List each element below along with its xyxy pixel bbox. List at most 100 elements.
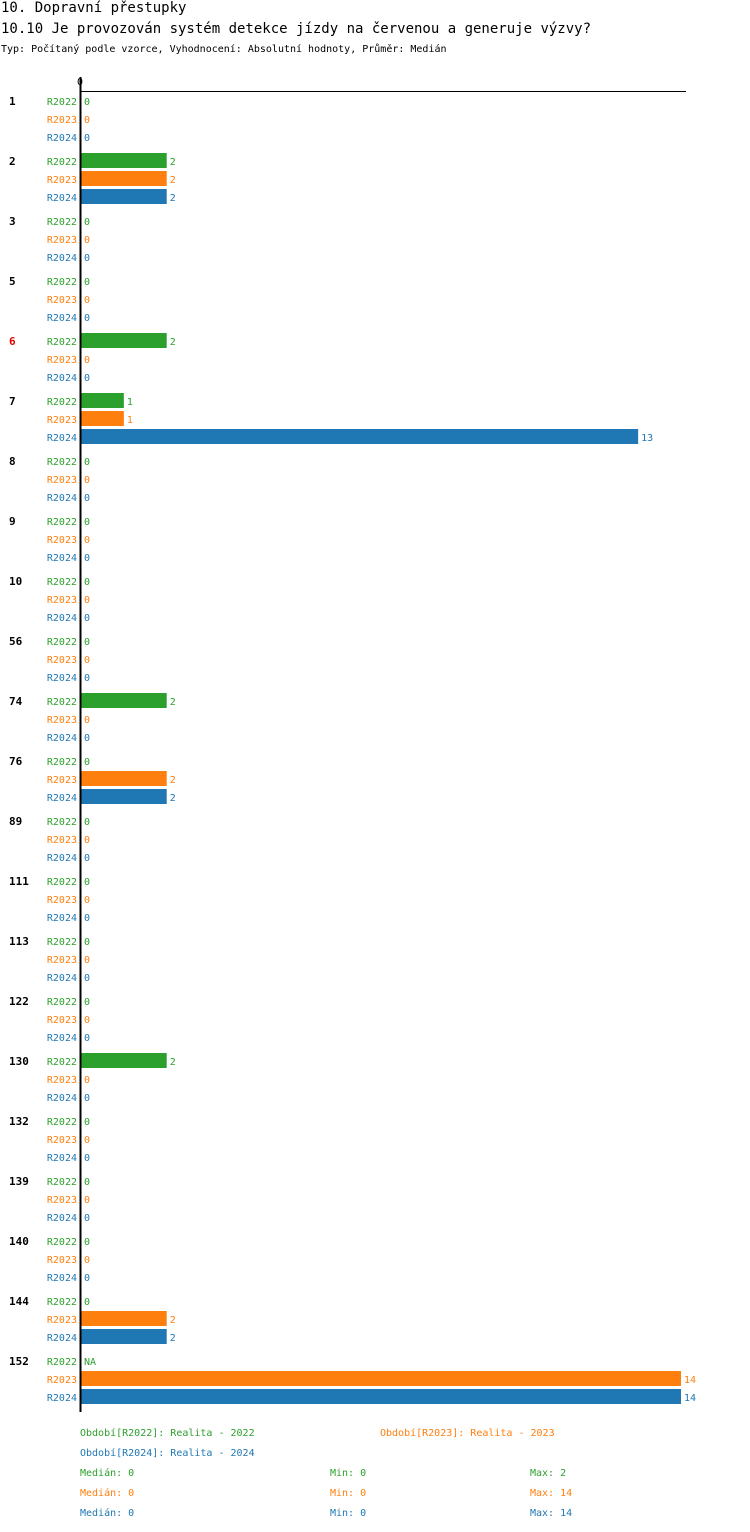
question-title: 10.10 Je provozován systém detekce jízdy… (1, 21, 592, 37)
category-label: 8 (9, 455, 16, 468)
bar-r2023 (81, 1371, 681, 1386)
series-label: R2023 (47, 175, 77, 186)
data-label: 14 (684, 1375, 696, 1386)
data-label: 0 (84, 1213, 90, 1224)
bar-r2024 (81, 189, 167, 204)
data-label: 0 (84, 1195, 90, 1206)
data-label: NA (84, 1357, 96, 1368)
stat-min-r2023: Min: 0 (330, 1488, 367, 1499)
data-label: 0 (84, 895, 90, 906)
data-label: 0 (84, 313, 90, 324)
data-label: 0 (84, 493, 90, 504)
legend-r2023: Období[R2023]: Realita - 2023 (380, 1428, 555, 1439)
category-label: 2 (9, 155, 16, 168)
data-label: 0 (84, 235, 90, 246)
bar-r2022 (81, 693, 167, 708)
data-label: 2 (170, 337, 176, 348)
series-label: R2023 (47, 1315, 77, 1326)
legend-r2024: Období[R2024]: Realita - 2024 (80, 1448, 255, 1459)
data-label: 0 (84, 355, 90, 366)
data-label: 2 (170, 157, 176, 168)
category-label: 140 (9, 1235, 29, 1248)
data-label: 2 (170, 193, 176, 204)
data-label: 0 (84, 1117, 90, 1128)
series-label: R2024 (47, 493, 77, 504)
data-label: 0 (84, 637, 90, 648)
series-label: R2022 (47, 937, 77, 948)
bar-r2024 (81, 1389, 681, 1404)
series-label: R2024 (47, 613, 77, 624)
series-label: R2024 (47, 193, 77, 204)
chart-info: Typ: Počítaný podle vzorce, Vyhodnocení:… (1, 44, 447, 55)
series-label: R2022 (47, 577, 77, 588)
category-label: 139 (9, 1175, 29, 1188)
series-label: R2024 (47, 853, 77, 864)
series-label: R2022 (47, 877, 77, 888)
data-label: 0 (84, 373, 90, 384)
data-label: 2 (170, 175, 176, 186)
series-label: R2023 (47, 475, 77, 486)
series-label: R2024 (47, 1273, 77, 1284)
data-label: 2 (170, 1057, 176, 1068)
category-label: 74 (9, 695, 23, 708)
series-label: R2022 (47, 1237, 77, 1248)
data-label: 0 (84, 97, 90, 108)
data-label: 0 (84, 115, 90, 126)
data-label: 2 (170, 1333, 176, 1344)
data-label: 0 (84, 1177, 90, 1188)
category-label: 76 (9, 755, 23, 768)
series-label: R2023 (47, 955, 77, 966)
data-label: 0 (84, 295, 90, 306)
data-label: 0 (84, 955, 90, 966)
data-label: 0 (84, 517, 90, 528)
data-label: 13 (641, 433, 653, 444)
data-label: 0 (84, 877, 90, 888)
data-label: 0 (84, 1075, 90, 1086)
data-label: 0 (84, 475, 90, 486)
series-label: R2024 (47, 1093, 77, 1104)
series-label: R2024 (47, 433, 77, 444)
stat-median-r2024: Medián: 0 (80, 1508, 135, 1519)
data-label: 14 (684, 1393, 696, 1404)
stat-max-r2023: Max: 14 (530, 1488, 573, 1499)
bar-r2023 (81, 171, 167, 186)
series-label: R2022 (47, 757, 77, 768)
data-label: 0 (84, 1033, 90, 1044)
series-label: R2023 (47, 1075, 77, 1086)
series-label: R2024 (47, 253, 77, 264)
data-label: 0 (84, 715, 90, 726)
series-label: R2023 (47, 1015, 77, 1026)
category-label: 111 (9, 875, 29, 888)
series-label: R2023 (47, 535, 77, 546)
category-label: 132 (9, 1115, 29, 1128)
series-label: R2022 (47, 1297, 77, 1308)
series-label: R2024 (47, 553, 77, 564)
series-label: R2023 (47, 295, 77, 306)
series-label: R2024 (47, 1033, 77, 1044)
series-label: R2022 (47, 517, 77, 528)
data-label: 0 (84, 253, 90, 264)
data-label: 0 (84, 1237, 90, 1248)
data-label: 2 (170, 697, 176, 708)
series-label: R2023 (47, 355, 77, 366)
series-label: R2022 (47, 697, 77, 708)
data-label: 0 (84, 835, 90, 846)
stat-median-r2022: Medián: 0 (80, 1468, 135, 1479)
category-label: 1 (9, 95, 16, 108)
bar-r2023 (81, 411, 124, 426)
data-label: 0 (84, 733, 90, 744)
series-label: R2022 (47, 217, 77, 228)
stat-min-r2022: Min: 0 (330, 1468, 367, 1479)
series-label: R2024 (47, 1213, 77, 1224)
bar-r2024 (81, 429, 639, 444)
data-label: 0 (84, 277, 90, 288)
data-label: 0 (84, 1153, 90, 1164)
series-label: R2023 (47, 715, 77, 726)
series-label: R2024 (47, 1333, 77, 1344)
series-label: R2023 (47, 655, 77, 666)
category-label: 144 (9, 1295, 29, 1308)
series-label: R2024 (47, 793, 77, 804)
data-label: 0 (84, 133, 90, 144)
category-label: 89 (9, 815, 22, 828)
series-label: R2023 (47, 1195, 77, 1206)
